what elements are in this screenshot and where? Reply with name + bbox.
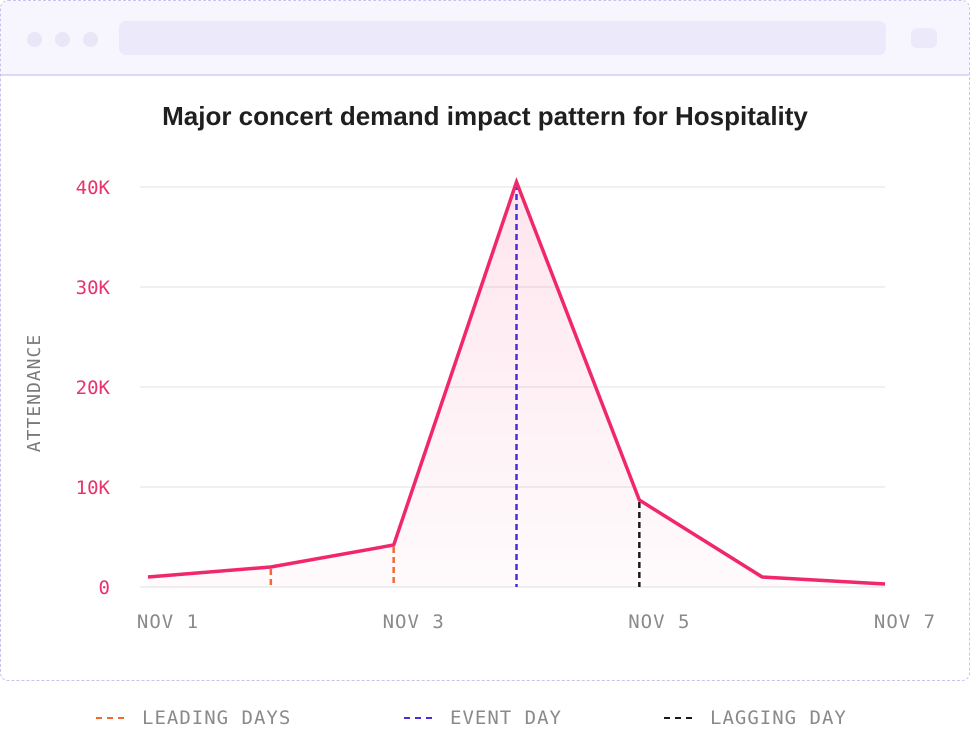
window-menu-button[interactable] (911, 28, 937, 48)
title-bar (1, 1, 969, 76)
legend-label-event: EVENT DAY (450, 707, 562, 729)
event-day-swatch-icon (404, 717, 432, 719)
legend-label-leading: LEADING DAYS (142, 707, 292, 729)
x-tick-label: NOV 5 (628, 611, 690, 633)
x-tick-label: NOV 1 (137, 611, 199, 633)
x-axis-ticks: NOV 1 NOV 3 NOV 5 NOV 7 (137, 611, 936, 633)
chart-title: Major concert demand impact pattern for … (162, 101, 808, 131)
y-axis-label: ATTENDANCE (24, 334, 45, 452)
legend-item-lagging: LAGGING DAY (664, 700, 847, 736)
legend-item-event: EVENT DAY (404, 700, 562, 736)
y-tick-label: 30K (76, 277, 111, 299)
lagging-day-swatch-icon (664, 717, 692, 719)
window-dot-icon[interactable] (83, 32, 98, 47)
address-bar[interactable] (119, 21, 886, 55)
y-tick-label: 40K (76, 177, 111, 199)
y-tick-label: 0 (99, 577, 110, 599)
x-tick-label: NOV 7 (874, 611, 936, 633)
chart-legend: LEADING DAYS EVENT DAY LAGGING DAY (0, 700, 970, 736)
series-line (147, 176, 886, 586)
y-tick-label: 10K (76, 477, 111, 499)
day-markers (269, 184, 641, 587)
legend-item-leading: LEADING DAYS (96, 700, 291, 736)
chart-plot: 0 10K 20K 30K 40K NOV 1 NOV 3 NOV 5 NOV 7 ATTEN… (24, 176, 936, 633)
x-tick-label: NOV 3 (383, 611, 445, 633)
leading-days-swatch-icon (96, 717, 124, 719)
legend-label-lagging: LAGGING DAY (710, 707, 847, 729)
y-axis-ticks: 0 10K 20K 30K 40K (76, 177, 111, 599)
y-tick-label: 20K (76, 377, 111, 399)
window-dot-icon[interactable] (27, 32, 42, 47)
window-dot-icon[interactable] (55, 32, 70, 47)
